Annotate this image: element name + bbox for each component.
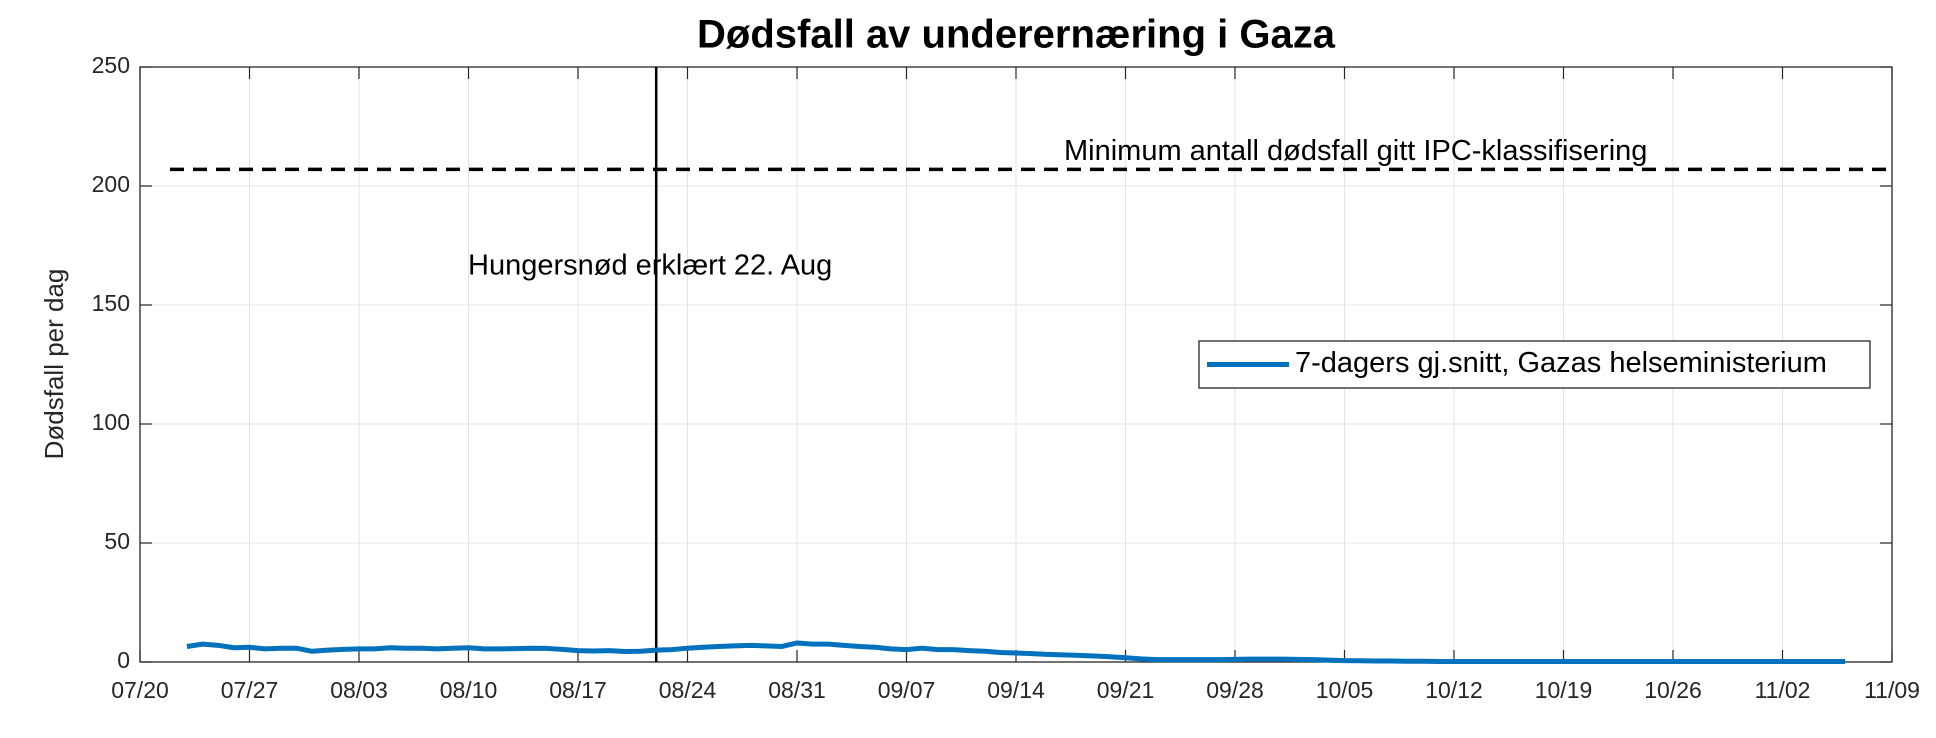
x-tick-label: 08/17 xyxy=(549,677,607,703)
x-tick-label: 08/03 xyxy=(330,677,388,703)
x-tick-label: 08/10 xyxy=(440,677,498,703)
plot-frame xyxy=(139,66,1893,663)
x-tick-label: 09/07 xyxy=(878,677,936,703)
y-tick-label: 100 xyxy=(92,409,130,435)
chart-title: Dødsfall av underernæring i Gaza xyxy=(697,13,1336,57)
threshold-label: Minimum antall dødsfall gitt IPC-klassif… xyxy=(1064,135,1647,167)
x-tick-label: 10/12 xyxy=(1425,677,1483,703)
x-tick-label: 08/24 xyxy=(659,677,717,703)
x-tick-label: 10/19 xyxy=(1535,677,1593,703)
x-tick-label: 11/02 xyxy=(1755,677,1811,703)
x-tick-label: 09/28 xyxy=(1206,677,1264,703)
x-tick-label: 10/26 xyxy=(1644,677,1702,703)
data-line xyxy=(186,640,1846,665)
y-tick-label: 50 xyxy=(104,528,130,554)
x-tick-label: 07/27 xyxy=(221,677,279,703)
x-tick-label: 11/09 xyxy=(1864,677,1920,703)
x-tick-label: 09/14 xyxy=(987,677,1045,703)
y-tick-label: 150 xyxy=(92,290,130,316)
x-tick-label: 07/20 xyxy=(111,677,169,703)
x-tick-label: 10/05 xyxy=(1316,677,1374,703)
y-tick-label: 250 xyxy=(92,52,130,78)
legend-box xyxy=(1198,340,1871,389)
y-tick-label: 0 xyxy=(117,647,130,673)
x-tick-label: 09/21 xyxy=(1097,677,1155,703)
event-label: Hungersnød erklært 22. Aug xyxy=(468,250,832,282)
legend-label: 7-dagers gj.snitt, Gazas helseministeriu… xyxy=(1295,347,1827,379)
y-axis-label: Dødsfall per dag xyxy=(39,269,69,460)
y-tick-label: 200 xyxy=(92,171,130,197)
x-tick-label: 08/31 xyxy=(768,677,826,703)
